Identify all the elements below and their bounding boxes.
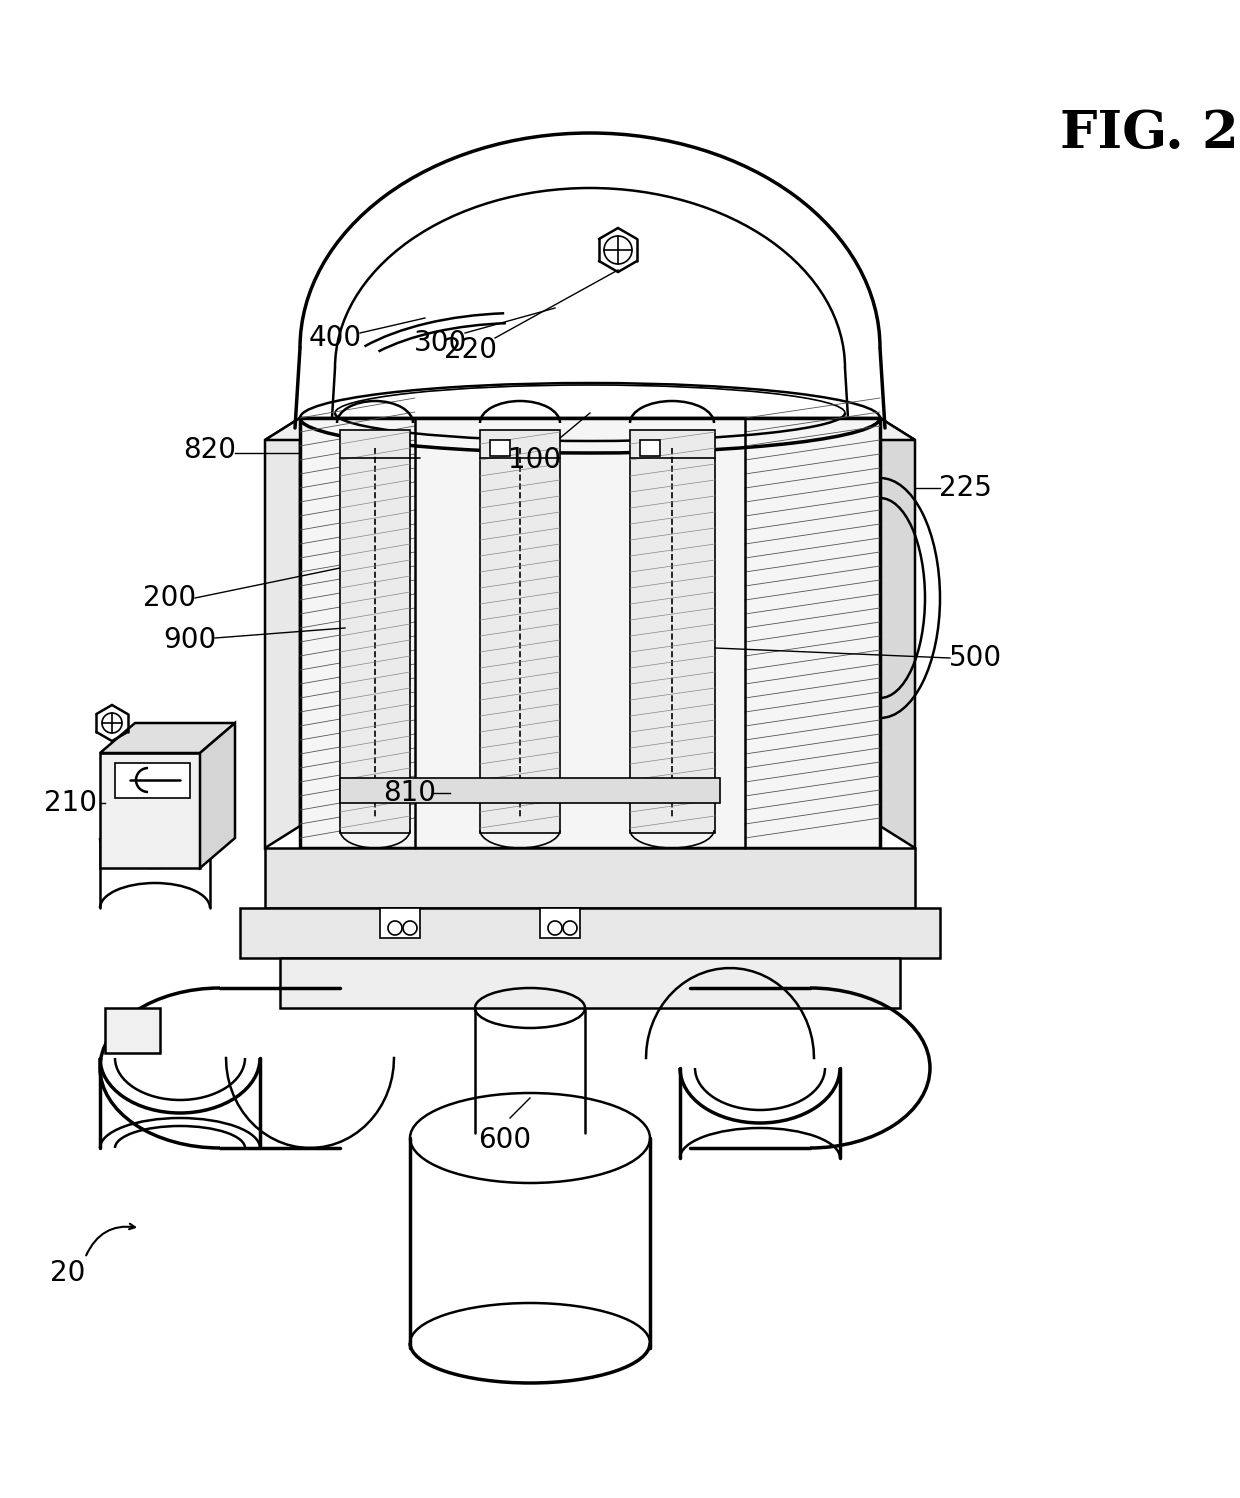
Polygon shape: [105, 1008, 160, 1053]
Text: 400: 400: [309, 324, 362, 352]
Text: FIG. 2: FIG. 2: [1060, 108, 1239, 159]
Polygon shape: [539, 908, 580, 938]
Text: 810: 810: [383, 779, 436, 807]
Polygon shape: [265, 418, 915, 440]
Text: 210: 210: [43, 789, 97, 816]
Polygon shape: [115, 762, 190, 798]
Text: 20: 20: [51, 1258, 86, 1287]
Text: 100: 100: [508, 446, 562, 473]
Polygon shape: [379, 908, 420, 938]
Polygon shape: [640, 440, 660, 455]
Polygon shape: [630, 430, 715, 833]
Polygon shape: [100, 753, 200, 867]
Polygon shape: [340, 777, 720, 803]
Text: 900: 900: [164, 626, 217, 655]
Polygon shape: [265, 418, 300, 848]
Polygon shape: [300, 418, 880, 848]
Text: 220: 220: [444, 336, 496, 364]
Polygon shape: [200, 724, 236, 867]
Polygon shape: [265, 848, 915, 908]
Text: 300: 300: [413, 330, 466, 357]
Polygon shape: [490, 440, 510, 455]
Polygon shape: [880, 418, 915, 848]
Text: 225: 225: [939, 473, 992, 502]
Polygon shape: [241, 908, 940, 959]
Text: 820: 820: [184, 436, 237, 464]
Polygon shape: [280, 959, 900, 1008]
Polygon shape: [480, 430, 560, 833]
Polygon shape: [340, 430, 410, 833]
Text: 500: 500: [949, 644, 1002, 673]
Text: 600: 600: [479, 1126, 532, 1153]
Polygon shape: [100, 724, 236, 753]
Text: 200: 200: [144, 584, 197, 613]
